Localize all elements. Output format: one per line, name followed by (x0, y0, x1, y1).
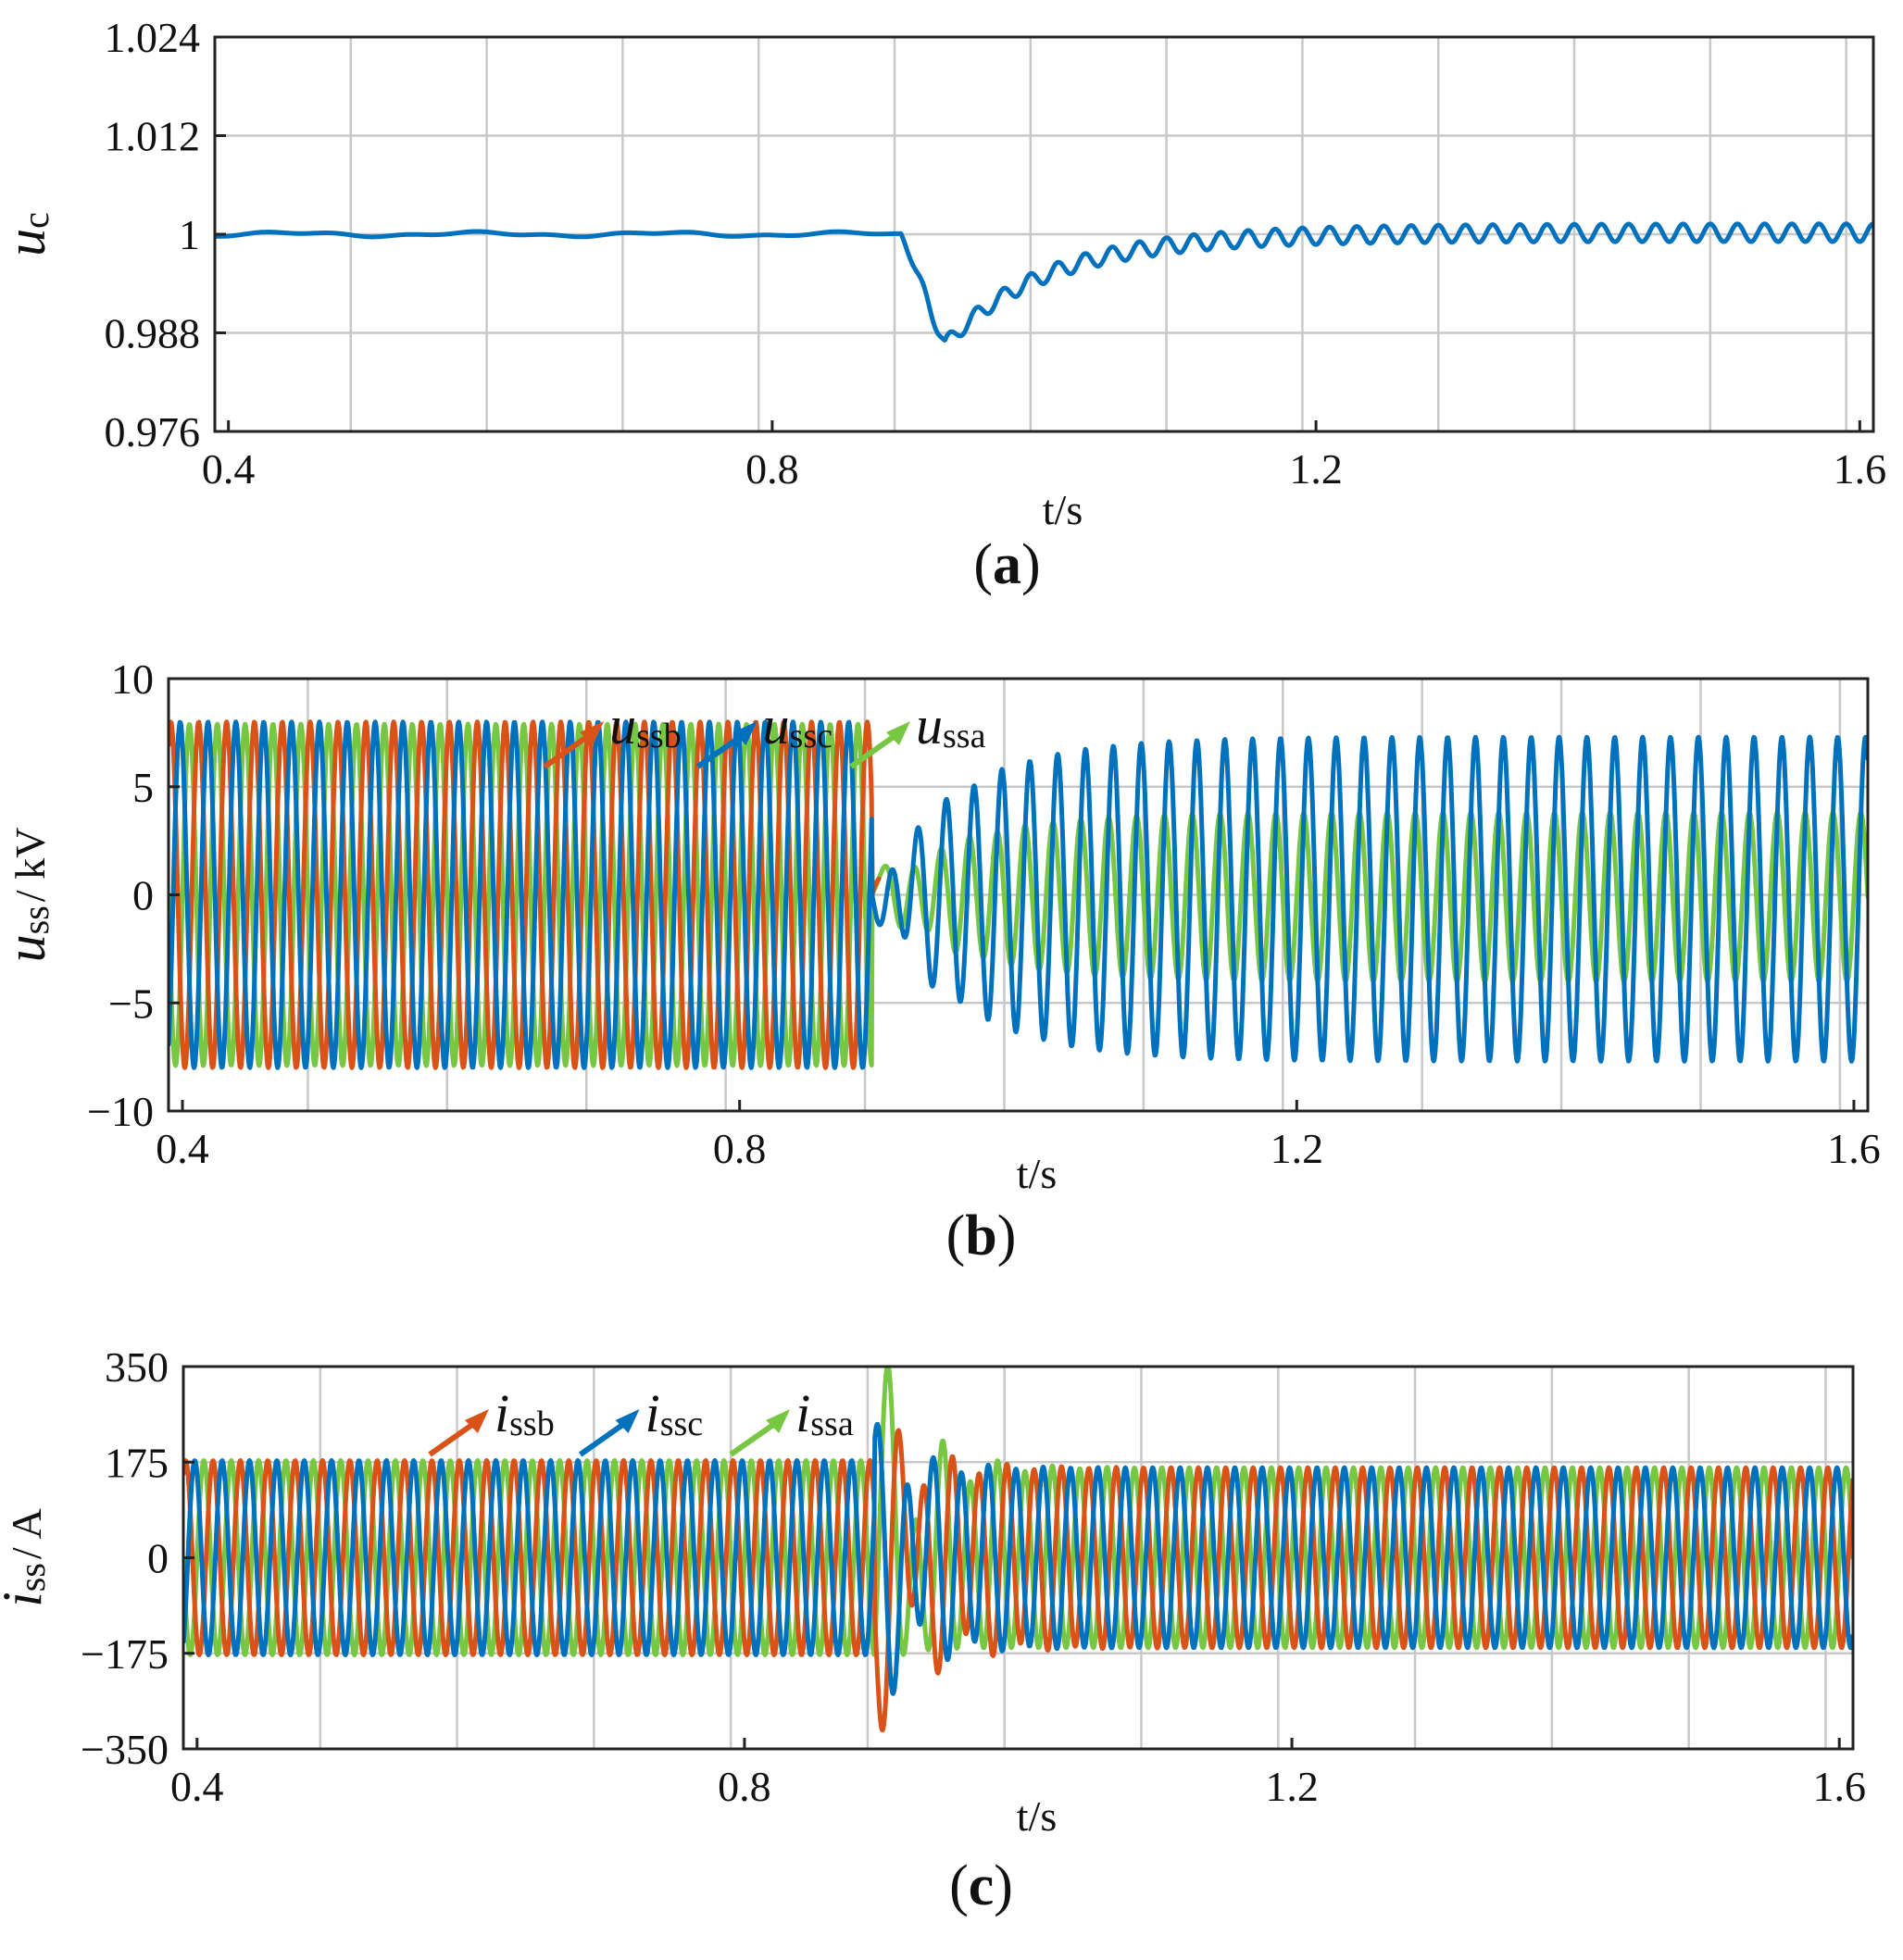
chart-panel-b: 0.4 0.8 1.2 1.6 −10 −5 0 5 10 t/s uss/ kV ussb ussc u… (0, 655, 1881, 1267)
x-tick-label: 0.4 (202, 445, 256, 493)
y-tick-label: 1.012 (105, 113, 201, 160)
svg-text:iss/ A: iss/ A (0, 1508, 53, 1607)
legend-entry-ussa: ussa (849, 695, 986, 769)
x-axis-label: t/s (1043, 486, 1083, 533)
y-tick-label: 1 (179, 211, 200, 258)
x-tick-label: 1.6 (1834, 445, 1887, 493)
y-axis-label: iss/ A (0, 1508, 53, 1607)
chart-panel-c: 0.4 0.8 1.2 1.6 −350 −175 0 175 350 t/s iss/ A issb… (0, 1343, 1866, 1917)
legend-arrow (695, 731, 746, 769)
y-tick-label: −5 (108, 980, 154, 1027)
y-tick-label: 0 (147, 1535, 169, 1582)
legend-entry-issc: issc (578, 1383, 704, 1457)
x-tick-label: 0.8 (713, 1125, 767, 1172)
panel-label: (b) (946, 1205, 1017, 1267)
legend-arrowhead (766, 1409, 791, 1433)
panel-label: (c) (949, 1854, 1013, 1917)
y-tick-label: 5 (132, 764, 154, 811)
y-tick-label: −10 (87, 1088, 154, 1135)
legend-arrow (729, 1419, 779, 1457)
svg-text:uss/ kV: uss/ kV (0, 828, 56, 963)
series-i_ssb (183, 1428, 1853, 1733)
legend-label: issa (795, 1383, 854, 1443)
x-tick-label: 1.6 (1827, 1125, 1881, 1172)
svg-text:uc: uc (0, 212, 56, 256)
x-tick-label: 1.6 (1812, 1763, 1866, 1810)
y-tick-label: 10 (111, 655, 154, 703)
legend-arrowhead (615, 1409, 640, 1433)
y-axis-label: uc (0, 212, 56, 256)
legend-label: ussa (916, 695, 986, 755)
legend-arrowhead (465, 1409, 490, 1433)
legend-arrowhead (886, 721, 911, 745)
series-u_c (215, 221, 1873, 343)
x-tick-label: 0.4 (156, 1125, 209, 1172)
y-tick-label: 0 (132, 872, 154, 919)
series-u_ssc (169, 719, 1868, 1070)
y-tick-label: −175 (81, 1630, 169, 1678)
legend-arrowhead (580, 721, 605, 745)
series-i_ssc (183, 1421, 1853, 1696)
legend-entry-ussc: ussc (695, 695, 833, 769)
x-tick-label: 0.8 (745, 445, 799, 493)
x-tick-label: 1.2 (1271, 1125, 1324, 1172)
x-tick-label: 0.8 (718, 1763, 771, 1810)
legend-arrow (578, 1419, 629, 1457)
legend-label: issc (645, 1383, 704, 1443)
legend-entry-ussb: ussb (543, 695, 682, 769)
panel-label: (a) (973, 533, 1040, 596)
legend-arrowhead (732, 721, 757, 745)
series-u_ssa (169, 721, 1868, 1068)
y-tick-label: 0.976 (105, 408, 201, 456)
legend-label: ussc (763, 695, 833, 755)
plot-area (215, 221, 1873, 343)
legend-arrow (428, 1419, 478, 1457)
y-tick-label: −350 (81, 1726, 169, 1773)
y-tick-label: 1.024 (105, 14, 201, 61)
y-tick-label: 350 (105, 1343, 169, 1391)
plot-area (183, 1367, 1853, 1733)
x-tick-label: 1.2 (1289, 445, 1343, 493)
legend-entry-issa: issa (729, 1383, 854, 1457)
x-tick-label: 0.4 (170, 1763, 224, 1810)
x-tick-label: 1.2 (1265, 1763, 1319, 1810)
chart-panel-a: 0.4 0.8 1.2 1.6 0.976 0.988 1 1.012 1.024 t/s uc (a… (0, 14, 1886, 596)
legend-label: ussb (609, 695, 682, 755)
legend-arrow (543, 731, 593, 769)
legend-label: issb (495, 1383, 555, 1443)
plot-area (169, 719, 1868, 1070)
series-i_ssa (183, 1367, 1853, 1657)
y-tick-label: 0.988 (105, 310, 201, 357)
legend-entry-issb: issb (428, 1383, 555, 1457)
y-tick-label: 175 (105, 1439, 169, 1486)
y-axis-label: uss/ kV (0, 828, 56, 963)
legend-arrow (849, 731, 899, 769)
x-axis-label: t/s (1017, 1150, 1057, 1197)
x-axis-label: t/s (1017, 1792, 1057, 1840)
